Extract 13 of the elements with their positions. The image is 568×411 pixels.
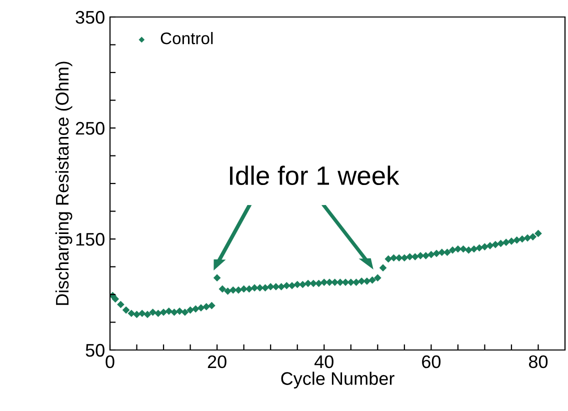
x-tick-label: 40	[314, 355, 334, 368]
x-axis-title: Cycle Number	[281, 372, 394, 389]
y-tick-label: 50	[86, 344, 104, 357]
legend-label: Control	[160, 32, 213, 44]
x-tick-label: 20	[208, 355, 226, 368]
x-tick-label: 0	[106, 355, 114, 368]
x-tick-label: 60	[422, 355, 441, 368]
y-tick-label: 250	[76, 122, 104, 135]
y-tick-label: 350	[76, 10, 104, 24]
x-tick-label: 80	[528, 355, 548, 368]
y-tick-label: 150	[76, 232, 104, 246]
annotation: Idle for 1 week	[230, 166, 400, 186]
y-axis-title: Discharging Resistance (Ohm)	[55, 62, 72, 305]
